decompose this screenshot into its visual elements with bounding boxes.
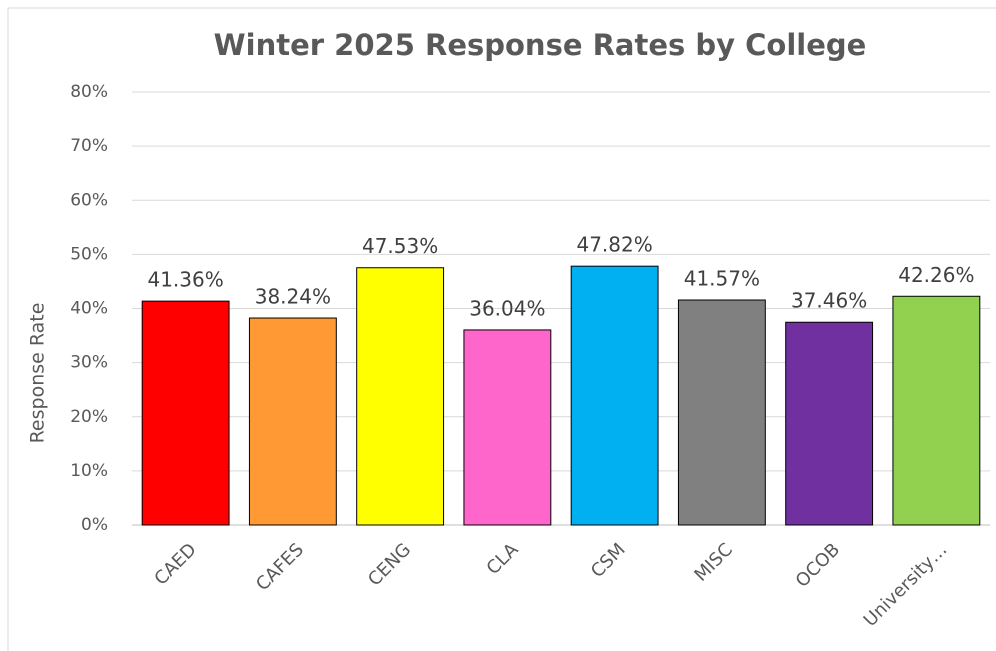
y-tick-label: 50%: [70, 244, 108, 264]
data-label: 36.04%: [469, 296, 545, 320]
bar: [785, 321, 874, 526]
bar: [570, 265, 659, 526]
data-label: 38.24%: [255, 285, 331, 309]
y-tick-label: 20%: [70, 407, 108, 427]
y-tick-label: 10%: [70, 461, 108, 481]
bar: [463, 329, 552, 526]
data-label: 47.82%: [576, 233, 652, 257]
data-label: 41.57%: [684, 267, 760, 291]
y-tick-label: 80%: [70, 82, 108, 102]
data-label: 47.53%: [362, 234, 438, 258]
y-tick-label: 60%: [70, 190, 108, 210]
data-label: 41.36%: [147, 268, 223, 292]
chart-title: Winter 2025 Response Rates by College: [214, 28, 867, 62]
y-tick-label: 0%: [81, 515, 108, 535]
bar: [248, 317, 337, 526]
y-tick-label: 40%: [70, 299, 108, 319]
bar: [141, 300, 230, 526]
bar: [677, 299, 766, 526]
bar: [356, 267, 445, 526]
data-label: 37.46%: [791, 289, 867, 313]
bar: [892, 295, 981, 526]
y-tick-label: 30%: [70, 353, 108, 373]
y-axis-label: Response Rate: [27, 303, 49, 444]
data-label: 42.26%: [898, 263, 974, 287]
y-tick-label: 70%: [70, 136, 108, 156]
